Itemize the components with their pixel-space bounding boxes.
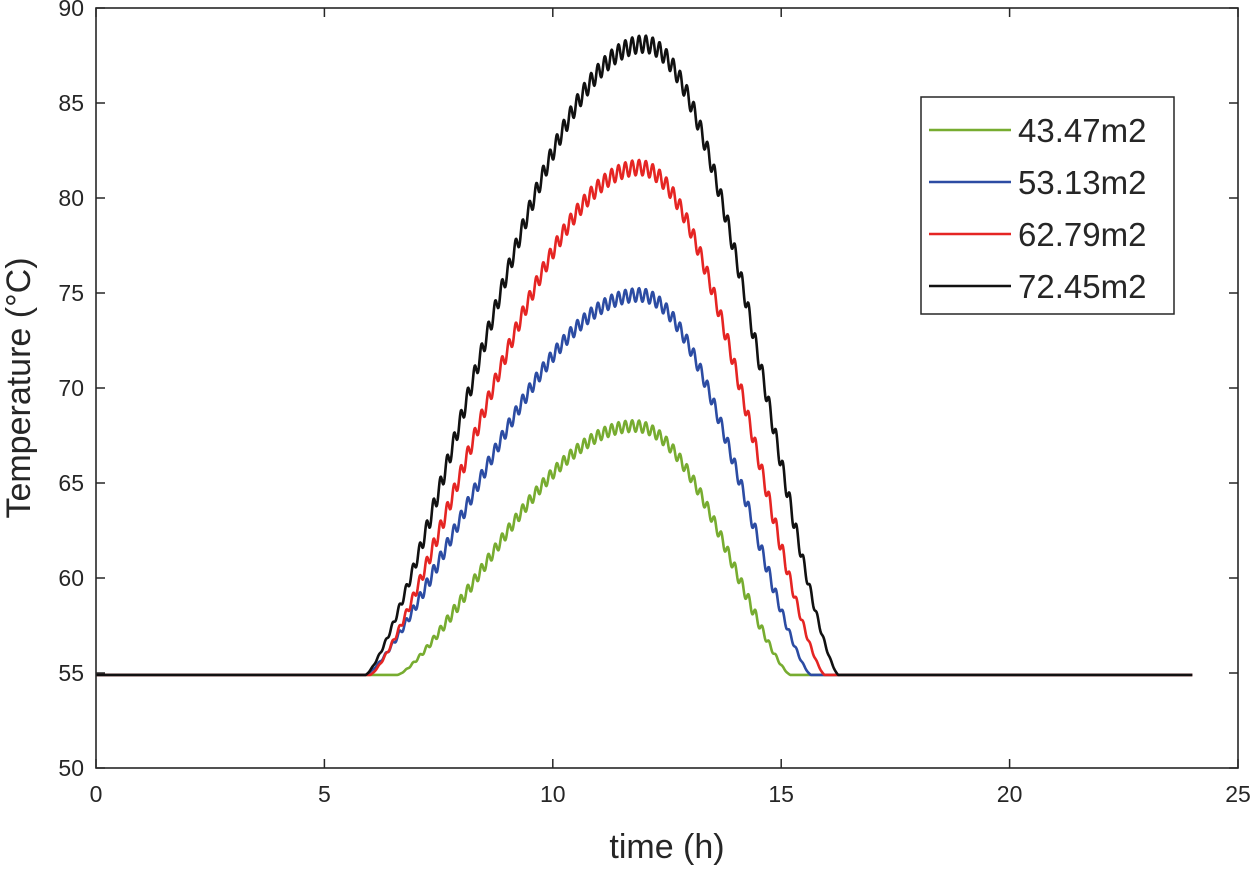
x-tick-label: 15: [768, 781, 794, 807]
y-tick-label: 55: [58, 660, 84, 686]
x-tick-label: 5: [318, 781, 331, 807]
y-tick-label: 65: [58, 470, 84, 496]
legend-box: [920, 96, 1175, 315]
x-tick-label: 10: [540, 781, 566, 807]
legend-label: 62.79m2: [1018, 216, 1146, 253]
ticks-layer: 0 5 10 15 20 25 50 55 60 65 70 75 80 85 90: [58, 0, 1250, 807]
legend-label: 53.13m2: [1018, 164, 1146, 201]
y-tick-label: 90: [58, 0, 84, 21]
x-tick-label: 0: [90, 781, 103, 807]
series-layer: [95, 34, 1194, 677]
legend: 43.47m2 53.13m2 62.79m2 72.45m2: [920, 96, 1175, 315]
y-tick-label: 85: [58, 90, 84, 116]
y-tick-label: 50: [58, 755, 84, 781]
legend-label: 43.47m2: [1018, 112, 1146, 149]
y-tick-label: 75: [58, 280, 84, 306]
y-tick-label: 60: [58, 565, 84, 591]
y-axis-label: Temperature (°C): [0, 257, 38, 518]
legend-label: 72.45m2: [1018, 268, 1146, 305]
x-tick-label: 25: [1225, 781, 1250, 807]
x-tick-label: 20: [997, 781, 1023, 807]
series-line-72.45m2: [95, 34, 1194, 677]
y-tick-label: 70: [58, 375, 84, 401]
x-axis-label: time (h): [609, 828, 724, 866]
y-tick-label: 80: [58, 185, 84, 211]
